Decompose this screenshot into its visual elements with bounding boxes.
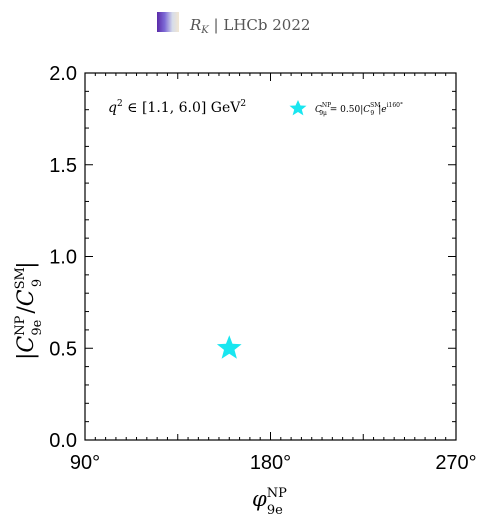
star-marker bbox=[216, 335, 242, 359]
y-tick-label: 1.0 bbox=[49, 247, 77, 269]
legend-gradient-swatch bbox=[157, 12, 179, 32]
legend-label: RK | LHCb 2022 bbox=[189, 16, 310, 36]
y-axis-label: |CNP 9e/CSM 9| bbox=[13, 261, 45, 360]
star-legend: CNP 9μ = 0.50|CSM 9 |ei160° bbox=[289, 100, 403, 117]
x-axis-label: φNP 9e bbox=[252, 486, 287, 518]
plot-frame bbox=[84, 72, 457, 441]
y-tick-label: 0.5 bbox=[49, 338, 77, 360]
x-tick-label: 90° bbox=[70, 452, 100, 474]
x-tick-label: 180° bbox=[250, 452, 291, 474]
y-tick-label: 2.0 bbox=[49, 63, 77, 85]
x-tick-label: 270° bbox=[435, 452, 476, 474]
star-legend-text: CNP 9μ = 0.50|CSM 9 |ei160° bbox=[315, 102, 403, 117]
y-tick-label: 1.5 bbox=[49, 155, 77, 177]
y-tick-label: 0.0 bbox=[49, 430, 77, 452]
legend: RK | LHCb 2022 bbox=[157, 12, 310, 36]
q2-annotation: q2 ∈ [1.1, 6.0] GeV2 bbox=[108, 99, 246, 116]
star-legend-icon bbox=[289, 100, 307, 116]
axis-ticks: 0.0 0.5 1.0 1.5 2.0 90° 180° 270° bbox=[49, 63, 477, 474]
